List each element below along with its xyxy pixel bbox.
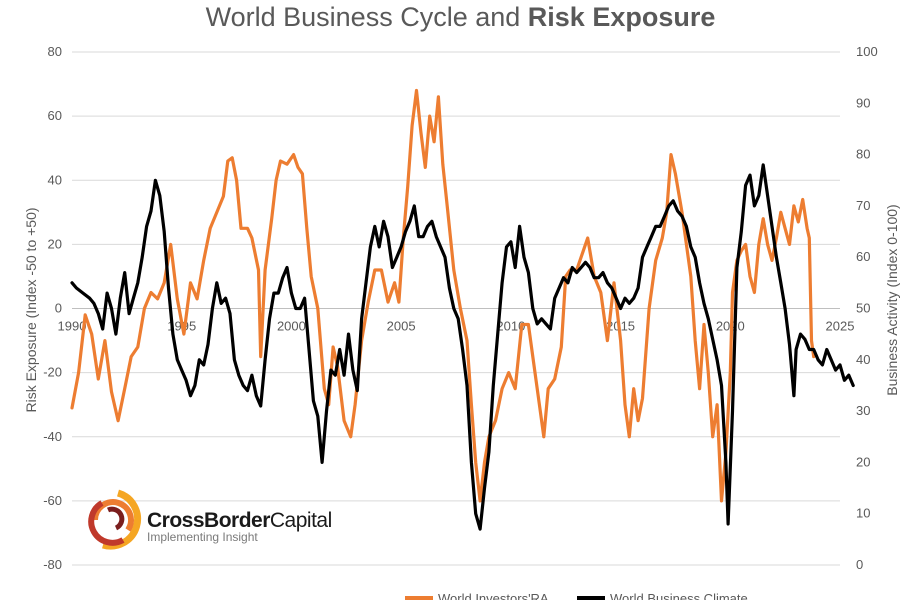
right-tick-label: 90	[856, 95, 870, 110]
left-axis-label: Risk Exposure (Index -50 to +50)	[23, 207, 39, 412]
x-tick-label: 2005	[387, 319, 416, 334]
right-tick-label: 50	[856, 301, 870, 316]
right-tick-label: 60	[856, 249, 870, 264]
chart-title-bold: Risk Exposure	[527, 2, 716, 32]
legend-label-investors: World Investors'RA	[438, 591, 549, 600]
right-tick-label: 100	[856, 44, 878, 59]
logo: CrossBorderCapital Implementing Insight	[88, 489, 332, 550]
logo-name: CrossBorderCapital	[147, 509, 332, 532]
right-tick-label: 70	[856, 198, 870, 213]
x-tick-label: 1990	[58, 319, 87, 334]
left-tick-label: 0	[55, 301, 62, 316]
logo-tagline: Implementing Insight	[147, 530, 258, 544]
x-tick-label: 2000	[277, 319, 306, 334]
left-tick-label: 60	[48, 108, 62, 123]
logo-mark-icon	[88, 489, 142, 550]
right-tick-label: 40	[856, 352, 870, 367]
x-tick-label: 2010	[496, 319, 525, 334]
right-tick-label: 30	[856, 403, 870, 418]
logo-name-bold: CrossBorder	[147, 509, 270, 532]
right-tick-label: 20	[856, 454, 870, 469]
right-tick-label: 80	[856, 147, 870, 162]
right-tick-label: 0	[856, 557, 863, 572]
x-tick-label: 2025	[826, 319, 855, 334]
series-line-business-climate	[70, 163, 855, 531]
left-tick-label: -20	[43, 365, 62, 380]
right-axis-label: Business Activity (Index 0-100)	[884, 204, 900, 395]
legend-label-business: World Business Climate	[610, 591, 748, 600]
series-line-investors-ra	[70, 88, 816, 503]
x-tick-label: 2015	[606, 319, 635, 334]
x-axis-ticks: 1990 1995 2000 2005 2010 2015 2020 2025	[58, 319, 855, 334]
left-tick-label: -80	[43, 557, 62, 572]
left-tick-label: 40	[48, 172, 62, 187]
left-tick-label: -60	[43, 493, 62, 508]
logo-name-regular: Capital	[270, 509, 332, 532]
left-tick-label: 20	[48, 236, 62, 251]
legend: World Investors'RA World Business Climat…	[405, 591, 748, 600]
right-tick-label: 10	[856, 506, 870, 521]
left-tick-label: -40	[43, 429, 62, 444]
chart-title: World Business Cycle and Risk Exposure	[0, 0, 921, 34]
chart-title-regular: World Business Cycle and	[205, 2, 521, 32]
left-axis-ticks: 80 60 40 20 0 -20 -40 -60 -80	[43, 44, 62, 572]
series-lines	[70, 88, 855, 531]
left-tick-label: 80	[48, 44, 62, 59]
